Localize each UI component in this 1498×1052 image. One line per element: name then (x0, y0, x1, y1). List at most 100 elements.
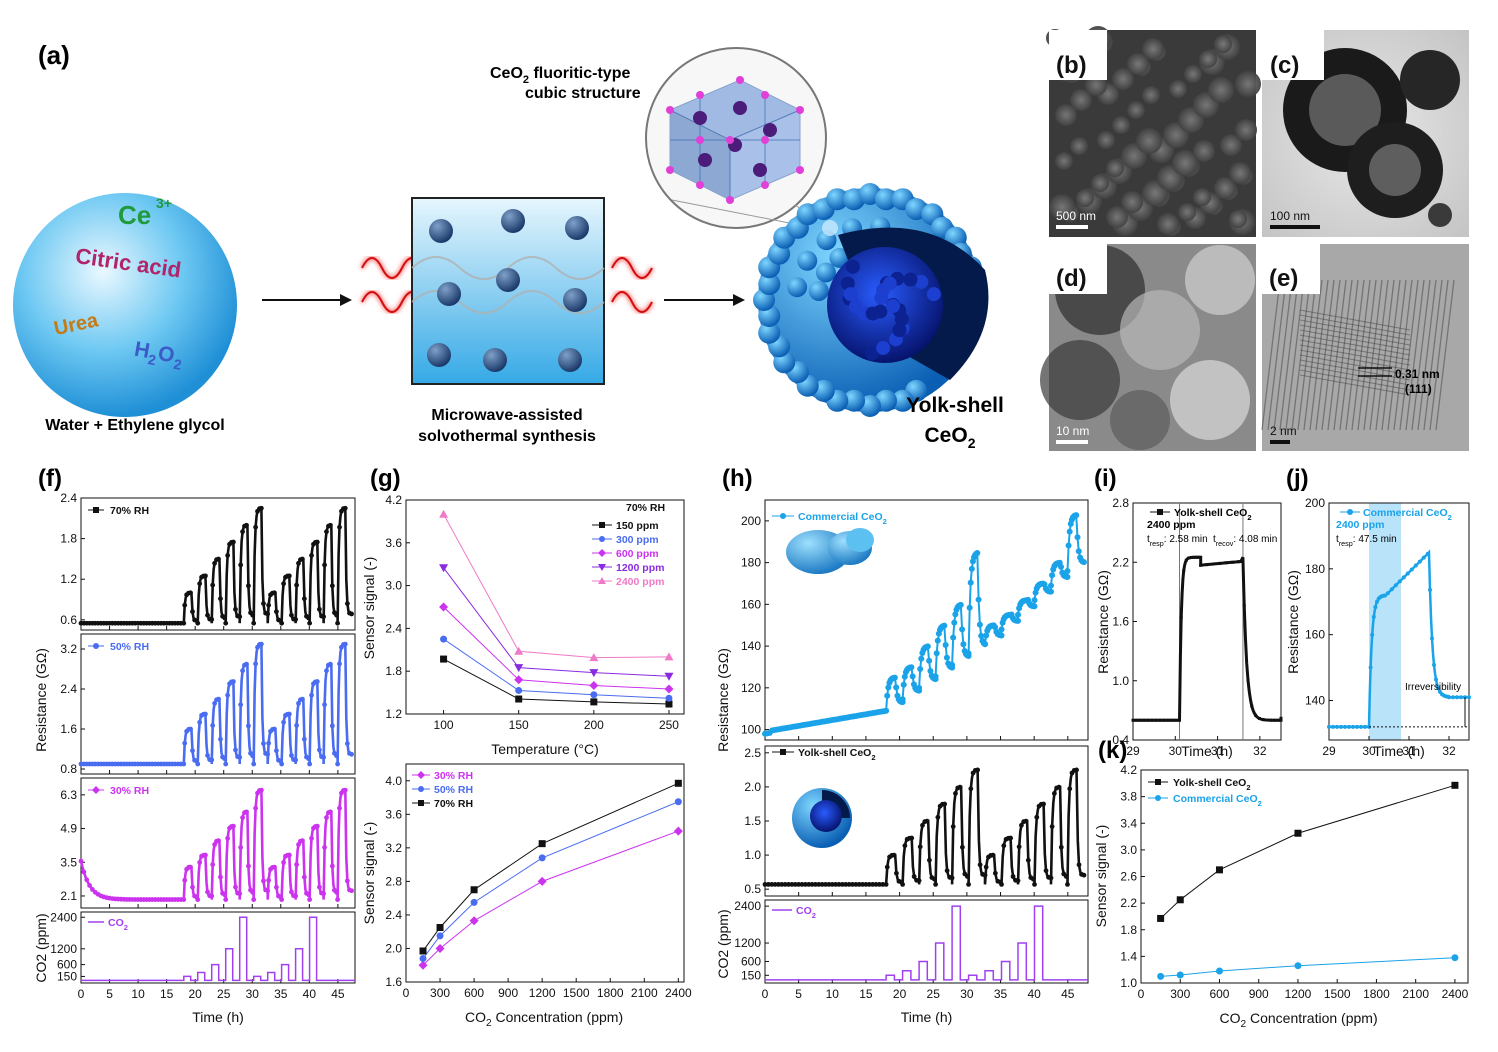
data-point (1030, 876, 1036, 882)
data-point (1067, 786, 1073, 792)
data-point (1041, 801, 1046, 807)
chart-k: 1.0 1.4 1.8 2.2 2.6 3.0 3.4 3.8 4.2 0 300 600 900 120… (1093, 763, 1469, 1030)
legend-text: 2400 ppm (616, 576, 664, 588)
data-point (1034, 814, 1040, 820)
y-tick-label: 4.0 (385, 774, 402, 788)
y-tick-label: 4.2 (1120, 763, 1137, 777)
yolk-bumps (840, 259, 941, 361)
shell-bump (815, 262, 836, 283)
panel-e: (e) 0.31 nm (111) 2 nm (1261, 244, 1469, 451)
data-point (1347, 724, 1351, 729)
data-point (81, 869, 87, 875)
data-point (470, 886, 478, 894)
data-point (1373, 605, 1378, 610)
shell-bump (758, 321, 781, 344)
data-point (1351, 724, 1355, 729)
panel-label-a: (a) (38, 40, 70, 70)
series-line (443, 606, 669, 690)
yolk-bump (894, 312, 909, 327)
x-tick-label: 30 (1362, 744, 1376, 758)
arrow-1 (262, 294, 352, 306)
y-tick-label: 1.2 (385, 707, 402, 721)
data-point (924, 818, 930, 824)
y-axis-label: Sensor signal (-) (361, 557, 377, 660)
lattice-fringes (1261, 279, 1455, 431)
data-point (210, 862, 216, 867)
legend-text: Commercial CeO2 (1173, 793, 1262, 808)
data-point (203, 852, 208, 858)
y-tick-label: 200 (1305, 496, 1325, 510)
legend-marker (1157, 509, 1163, 515)
x-tick-label: 20 (893, 987, 907, 1001)
y-tick-label: 180 (1305, 562, 1325, 576)
y-tick-label: 1200 (50, 942, 77, 956)
chart-j: 140 160 180 200 29 30 31 32 Irreversibility Comme… (1285, 496, 1471, 759)
t-resp-text: tresp: 47.5 min (1336, 534, 1397, 548)
data-point (1146, 718, 1150, 722)
data-point (251, 620, 257, 626)
data-point (225, 835, 231, 841)
data-point (418, 960, 428, 970)
lattice-fringe (1299, 329, 1411, 351)
data-point (957, 784, 963, 790)
data-point (309, 553, 314, 558)
x-tick-label: 0 (762, 987, 769, 1001)
lattice-fringe (1405, 279, 1425, 431)
data-point (1179, 615, 1183, 619)
co2-pulse-trace (765, 905, 1088, 981)
data-point (212, 700, 218, 706)
lattice-fringe (1299, 354, 1411, 376)
y-tick-label: 150 (57, 969, 77, 983)
data-point (762, 882, 768, 887)
legend-marker (599, 522, 605, 528)
data-point (419, 955, 427, 963)
data-point (334, 612, 339, 618)
legend-text: 70% RH (434, 798, 473, 810)
data-point (514, 664, 524, 673)
scale-bar-d (1056, 440, 1088, 444)
data-point (537, 876, 547, 886)
lattice-fringe (1261, 279, 1281, 431)
data-point (876, 882, 882, 887)
data-point (230, 823, 236, 829)
axes-frame (80, 911, 356, 984)
data-point (322, 702, 327, 708)
data-point (240, 529, 245, 535)
x-tick-label: 2400 (665, 986, 692, 1000)
sem-particle (1097, 131, 1115, 149)
lattice-fringe (1357, 279, 1377, 431)
axes-frame (764, 899, 1089, 984)
sem-particle (1157, 213, 1179, 235)
sem-particle (1184, 65, 1202, 83)
sem-particle (1169, 80, 1187, 98)
data-point (182, 877, 188, 883)
data-point (225, 692, 231, 698)
fluorite-lattice (666, 76, 804, 204)
data-point (802, 882, 808, 887)
data-point (222, 615, 228, 621)
shell-bump (758, 273, 781, 296)
x-tick-label: 2100 (1402, 987, 1429, 1001)
data-point (863, 882, 869, 887)
y-tick-label: 2.2 (1112, 555, 1129, 569)
data-point (258, 641, 264, 647)
data-point (772, 882, 778, 887)
scale-text-e: 2 nm (1270, 424, 1297, 438)
data-point (261, 741, 266, 746)
x-tick-label: 1800 (1363, 987, 1390, 1001)
lattice-fringe (1285, 279, 1305, 431)
data-point (977, 862, 983, 868)
data-point (222, 756, 228, 762)
yolk-bump (914, 274, 929, 289)
series-line (422, 801, 679, 959)
data-point (909, 835, 915, 841)
lattice-fringe (1393, 279, 1413, 431)
data-point (1294, 962, 1302, 970)
data-point (992, 870, 998, 876)
y-axis-label-co2: CO2 (ppm) (715, 909, 731, 978)
data-point (321, 614, 327, 620)
data-point (1043, 868, 1049, 874)
data-point (223, 897, 229, 902)
x-tick-label: 250 (659, 718, 679, 732)
